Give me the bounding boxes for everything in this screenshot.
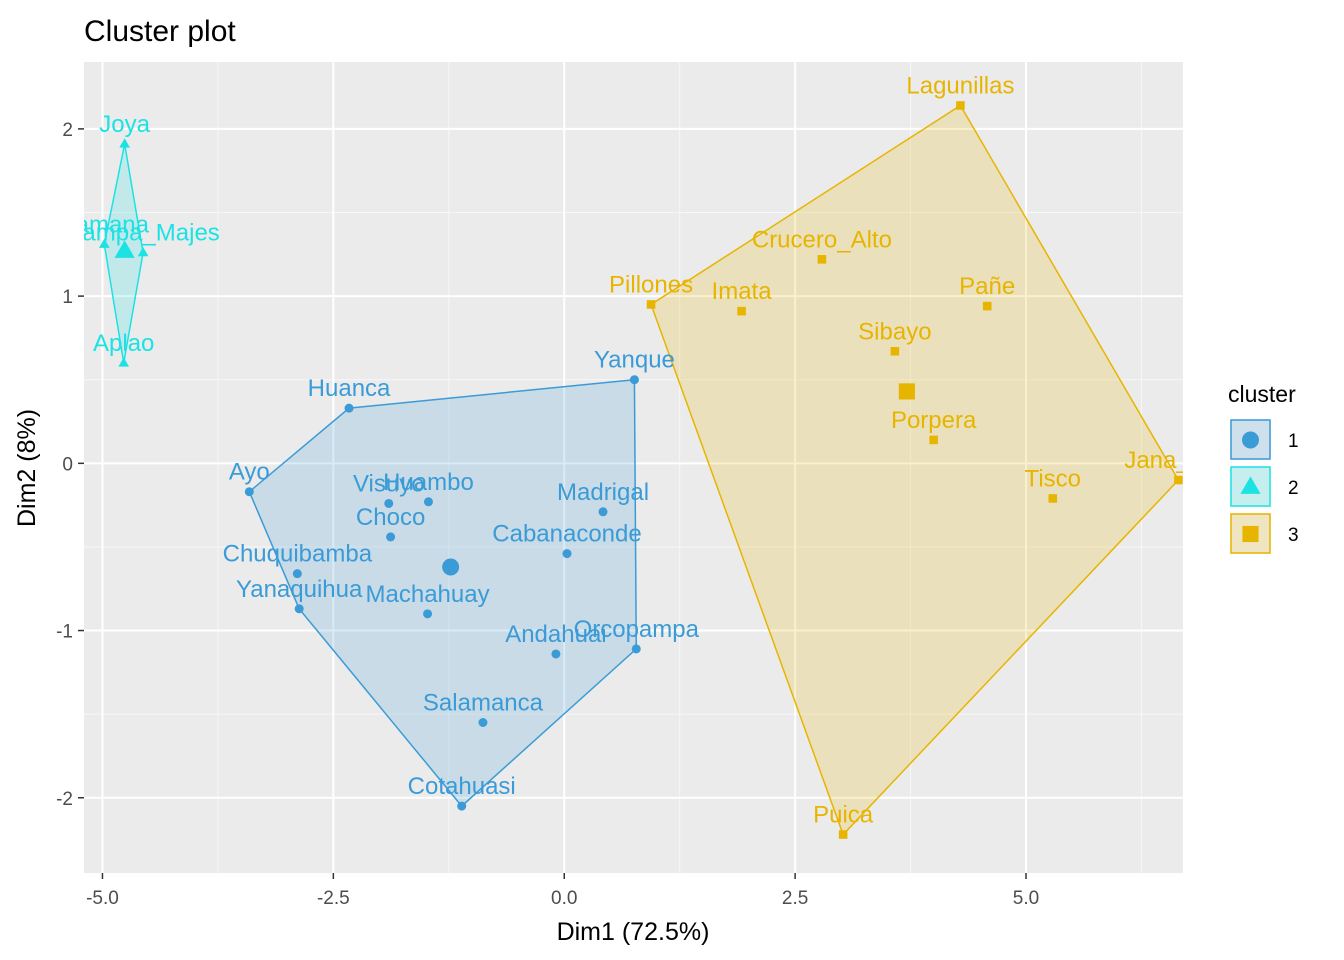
legend-key-marker: [1240, 476, 1261, 494]
legend-keys: 1 2 3: [1230, 419, 1299, 554]
point-label: Imata: [712, 278, 773, 305]
point-label: Yanaquihua: [236, 576, 363, 603]
point-yanaquihua: [294, 604, 304, 614]
point-chuquibamba: [292, 569, 302, 579]
point-label: Andahuai: [505, 621, 606, 648]
x-axis-title: Dim1 (72.5%): [557, 918, 710, 946]
point-jana-cay: [1174, 475, 1183, 485]
legend-entry-label: 1: [1288, 431, 1299, 452]
point-label: Cabanaconde: [492, 521, 641, 548]
y-axis: -2 -1 0 1 2: [56, 120, 84, 810]
point-label: Puica: [813, 802, 874, 829]
point-label: Huambo: [383, 469, 474, 496]
point-andahuai: [551, 649, 561, 659]
legend-entry-label: 3: [1288, 525, 1299, 546]
point-label: Ayo: [229, 459, 270, 486]
point-machahuay: [423, 609, 433, 619]
point-label: Aplao: [93, 330, 154, 357]
point-tisco: [1048, 494, 1058, 503]
point-label: Cotahuasi: [408, 773, 516, 800]
point-label: Pillones: [609, 271, 693, 298]
legend-entry-label: 2: [1288, 478, 1299, 499]
point-label: Samana: [60, 211, 150, 238]
point-aplao: [118, 357, 130, 367]
legend-key-marker: [1242, 431, 1259, 449]
y-tick-label: -2: [56, 789, 73, 810]
point-label: Porpera: [891, 407, 977, 434]
point-joya: [119, 138, 130, 148]
point-ayo: [244, 487, 254, 497]
point-pampa-majes: [137, 247, 149, 257]
point-puica: [838, 830, 848, 839]
point-huanca: [344, 403, 354, 413]
point-orcopampa: [631, 644, 641, 654]
y-axis-title: Dim2 (8%): [13, 409, 41, 527]
point-label: Machahuay: [366, 581, 490, 608]
point-pañe: [982, 301, 992, 311]
point-label: Crucero_Alto: [752, 226, 892, 253]
point-samana: [98, 238, 110, 248]
x-tick-label: 2.5: [782, 888, 808, 909]
y-tick-label: 2: [62, 120, 73, 141]
x-axis: -5.0 -2.5 0.0 2.5 5.0: [86, 873, 1039, 909]
point-madrigal: [598, 507, 608, 517]
point-label: Pampa_Majes: [66, 220, 219, 247]
minor-gridlines: [84, 62, 1183, 873]
y-tick-label: 0: [62, 454, 73, 475]
point-label: Yanque: [594, 347, 675, 374]
point-label: Pañe: [959, 273, 1015, 300]
point-porpera: [929, 435, 938, 445]
y-tick-label: -1: [56, 622, 73, 643]
point-huambo: [423, 497, 433, 507]
x-tick-label: -5.0: [86, 888, 119, 909]
point-label: Visuyo: [353, 470, 425, 497]
point-label: Jana_Cay: [1124, 447, 1232, 474]
point-label: Sibayo: [858, 318, 931, 345]
cluster-centroids: [114, 240, 915, 576]
point-salamanca: [478, 718, 488, 728]
legend-key-marker: [1242, 525, 1259, 543]
point-yanque: [629, 375, 639, 385]
x-tick-label: -2.5: [317, 888, 350, 909]
point-pillones: [646, 300, 656, 309]
point-crucero-alto: [817, 255, 827, 264]
point-label: Madrigal: [557, 479, 649, 506]
y-tick-label: 1: [62, 287, 73, 308]
point-sibayo: [890, 347, 900, 356]
point-label: Joya: [99, 111, 150, 138]
chart-title: Cluster plot: [84, 15, 236, 48]
major-gridlines: [84, 62, 1183, 873]
point-label: Lagunillas: [906, 72, 1014, 99]
cluster-2-centroid: [114, 240, 135, 258]
point-label: Chuquibamba: [223, 541, 373, 568]
point-label: Huanca: [308, 375, 391, 402]
point-lagunillas: [956, 101, 965, 110]
data-points: [98, 101, 1183, 839]
cluster-3-centroid: [898, 383, 915, 400]
point-choco: [386, 532, 396, 542]
legend-title: cluster: [1228, 381, 1296, 407]
point-cabanaconde: [562, 549, 572, 559]
point-cotahuasi: [457, 801, 467, 811]
x-tick-label: 0.0: [551, 888, 577, 909]
plot-panel: [84, 62, 1183, 873]
point-label: Tisco: [1025, 465, 1081, 492]
point-label: Choco: [356, 504, 425, 531]
x-tick-label: 5.0: [1013, 888, 1039, 909]
cluster-1-centroid: [442, 558, 460, 576]
point-label: Salamanca: [423, 690, 544, 717]
point-visuyo: [384, 498, 394, 508]
point-imata: [737, 306, 746, 316]
point-label: Orcopampa: [574, 616, 700, 643]
legend: cluster 1 2 3: [1228, 381, 1299, 554]
